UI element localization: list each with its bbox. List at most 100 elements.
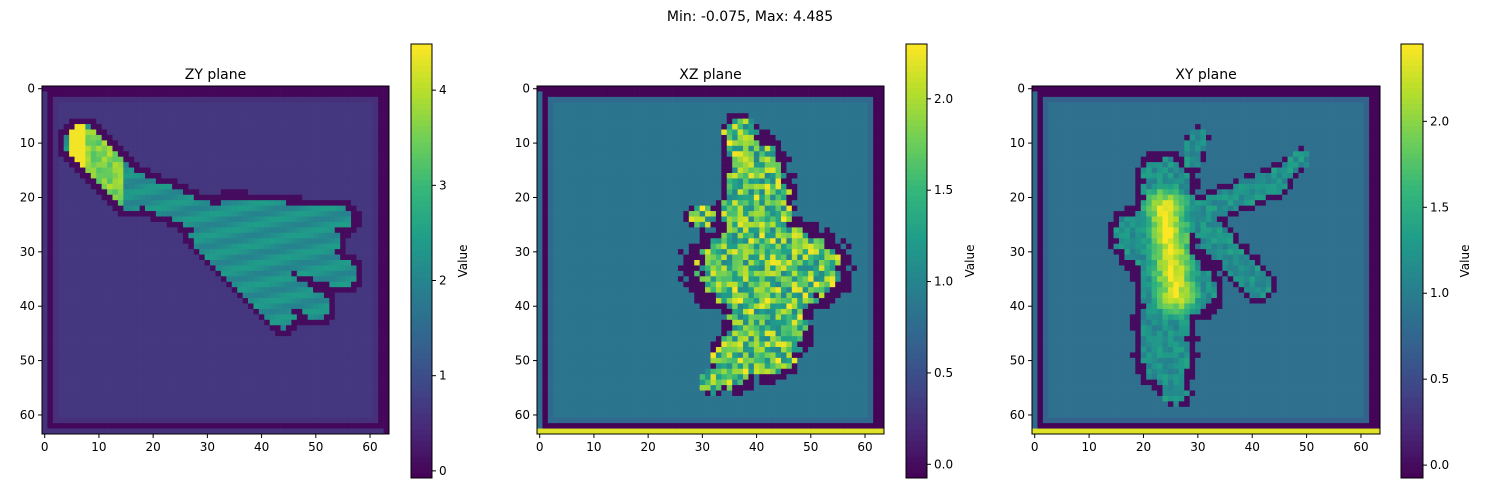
heatmap-cell: [851, 118, 858, 125]
heatmap-cell: [226, 374, 233, 380]
heatmap-cell: [85, 374, 92, 380]
heatmap-cell: [69, 102, 75, 109]
heatmap-cell: [285, 86, 292, 92]
heatmap-cell: [231, 395, 238, 402]
heatmap-cell: [52, 189, 59, 196]
heatmap-cell: [340, 330, 346, 337]
heatmap-cell: [323, 118, 330, 125]
heatmap-cell: [329, 107, 336, 114]
heatmap-cell: [258, 216, 265, 223]
heatmap-cell: [688, 96, 695, 103]
heatmap-cell: [694, 91, 700, 98]
heatmap-cell: [743, 118, 749, 125]
heatmap-cell: [139, 265, 146, 272]
heatmap-cell: [79, 129, 86, 136]
heatmap-cell: [710, 129, 717, 136]
y-tick-label: 10: [20, 136, 35, 150]
heatmap-cell: [813, 129, 820, 136]
heatmap-cell: [553, 113, 560, 119]
heatmap-cell: [215, 102, 222, 109]
heatmap-cell: [128, 423, 135, 429]
heatmap-cell: [367, 249, 374, 255]
heatmap-cell: [553, 118, 560, 125]
heatmap-cell: [226, 129, 233, 136]
heatmap-cell: [145, 178, 151, 185]
heatmap-cell: [280, 173, 287, 179]
heatmap-cell: [275, 390, 281, 397]
heatmap-cell: [107, 303, 113, 310]
heatmap-cell: [285, 374, 292, 380]
heatmap-cell: [367, 134, 374, 141]
heatmap-cell: [302, 118, 309, 125]
heatmap-cell: [258, 352, 265, 359]
heatmap-cell: [134, 151, 140, 158]
x-tick-label: 50: [308, 440, 323, 454]
heatmap-cell: [237, 178, 243, 185]
heatmap-cell: [721, 107, 728, 114]
x-tick-label: 0: [41, 440, 49, 454]
heatmap-cell: [361, 211, 368, 217]
heatmap-cell: [96, 260, 102, 266]
heatmap-cell: [318, 91, 325, 98]
heatmap-cell: [307, 330, 314, 337]
heatmap-cell: [42, 412, 48, 419]
heatmap-cell: [85, 102, 92, 109]
heatmap-cell: [166, 260, 173, 266]
heatmap-cell: [329, 385, 336, 391]
heatmap-cell: [285, 216, 292, 223]
heatmap-cell: [155, 417, 162, 424]
heatmap-cell: [74, 162, 81, 168]
heatmap-cell: [193, 183, 200, 190]
heatmap-cell: [672, 134, 679, 141]
heatmap-cell: [699, 124, 706, 130]
heatmap-cell: [177, 173, 184, 179]
heatmap-cell: [155, 287, 162, 293]
heatmap-cell: [318, 243, 325, 250]
heatmap-cell: [253, 401, 260, 408]
heatmap-cell: [63, 232, 70, 239]
heatmap-cell: [318, 357, 325, 364]
heatmap-cell: [199, 200, 205, 206]
heatmap-cell: [280, 249, 287, 255]
heatmap-cell: [275, 183, 281, 190]
heatmap-cell: [683, 102, 690, 109]
heatmap-cell: [345, 379, 352, 386]
heatmap-cell: [204, 124, 211, 130]
heatmap-cell: [318, 178, 325, 185]
heatmap-cell: [302, 156, 309, 163]
heatmap-cell: [275, 173, 281, 179]
heatmap-cell: [155, 281, 162, 288]
heatmap-cell: [378, 145, 384, 152]
heatmap-cell: [237, 200, 243, 206]
colorbar-segment: [411, 244, 432, 251]
heatmap-cell: [291, 423, 298, 429]
heatmap-cell: [291, 151, 298, 158]
heatmap-cell: [107, 308, 113, 315]
heatmap-cell: [215, 368, 222, 375]
heatmap-cell: [47, 227, 54, 234]
heatmap-cell: [786, 140, 793, 147]
heatmap-cell: [47, 254, 54, 261]
heatmap-cell: [58, 178, 65, 185]
heatmap-cell: [112, 134, 119, 141]
heatmap-cell: [313, 173, 319, 179]
heatmap-cell: [645, 107, 652, 114]
heatmap-cell: [220, 205, 227, 212]
heatmap-cell: [63, 379, 70, 386]
heatmap-cell: [759, 124, 766, 130]
heatmap-cell: [378, 183, 384, 190]
heatmap-cell: [79, 385, 86, 391]
heatmap-cell: [291, 325, 298, 332]
heatmap-cell: [361, 417, 368, 424]
heatmap-cell: [63, 140, 70, 147]
heatmap-cell: [237, 189, 243, 196]
heatmap-cell: [715, 96, 722, 103]
heatmap-cell: [199, 124, 205, 130]
heatmap-cell: [726, 91, 733, 98]
heatmap-cell: [155, 352, 162, 359]
heatmap-cell: [275, 423, 281, 429]
heatmap-cell: [128, 368, 135, 375]
heatmap-cell: [101, 352, 108, 359]
heatmap-cell: [193, 308, 200, 315]
